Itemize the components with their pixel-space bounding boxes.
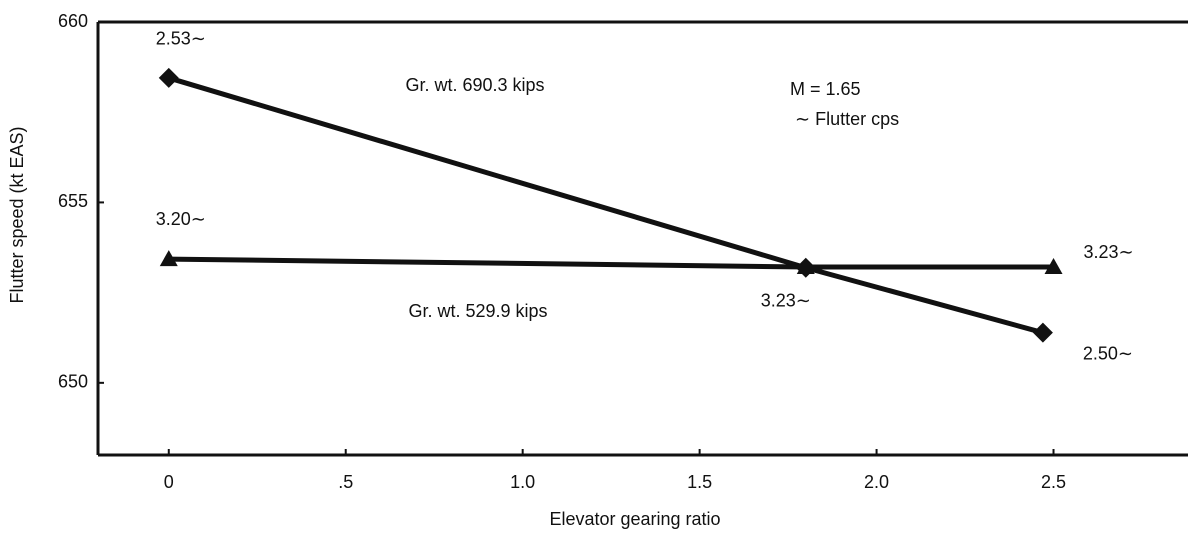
marker — [1032, 322, 1053, 343]
x-tick-label: 2.5 — [1041, 472, 1066, 492]
y-axis-label: Flutter speed (kt EAS) — [7, 126, 27, 303]
x-tick-label: .5 — [338, 472, 353, 492]
marker — [159, 250, 178, 267]
data-label: 3.23∼ — [1083, 242, 1133, 262]
x-axis-label: Elevator gearing ratio — [549, 509, 720, 529]
series-line — [168, 256, 1054, 270]
series-line — [168, 75, 1044, 336]
series-name: Gr. wt. 690.3 kips — [405, 75, 544, 95]
x-tick-label: 0 — [164, 472, 174, 492]
data-label: 3.23∼ — [761, 290, 811, 310]
data-label: 3.20∼ — [156, 209, 206, 229]
data-label: 2.53∼ — [156, 29, 206, 49]
annotation: M = 1.65 — [790, 79, 861, 99]
x-tick-label: 1.0 — [510, 472, 535, 492]
marker — [158, 67, 179, 88]
y-tick-label: 650 — [58, 372, 88, 392]
annotation: ∼ Flutter cps — [795, 109, 899, 129]
y-tick-label: 660 — [58, 11, 88, 31]
series-name: Gr. wt. 529.9 kips — [408, 301, 547, 321]
y-tick-label: 655 — [58, 191, 88, 211]
data-label: 2.50∼ — [1083, 343, 1133, 363]
marker — [1044, 258, 1063, 275]
x-tick-label: 2.0 — [864, 472, 889, 492]
x-tick-label: 1.5 — [687, 472, 712, 492]
marker — [796, 258, 815, 275]
